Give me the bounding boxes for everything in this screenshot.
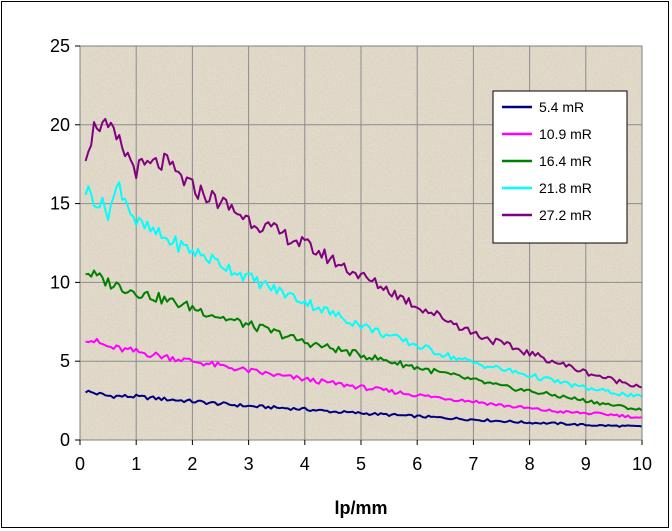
y-tick-label: 10 [50, 272, 70, 292]
legend-label: 21.8 mR [539, 180, 592, 196]
series-line-21-8-mr [84, 181, 643, 398]
x-tick-label: 0 [75, 454, 85, 474]
series-line-5-4-mr [85, 389, 643, 428]
x-axis: 0 1 2 3 4 5 6 7 8 9 10 [75, 440, 652, 474]
x-tick-label: 8 [525, 454, 535, 474]
x-tick-label: 6 [412, 454, 422, 474]
legend-label: 27.2 mR [539, 207, 592, 223]
legend-label: 5.4 mR [539, 99, 584, 115]
legend: 5.4 mR 10.9 mR 16.4 mR 21.8 mR 27.2 mR [492, 90, 628, 244]
x-tick-label: 1 [131, 454, 141, 474]
y-tick-label: 25 [50, 36, 70, 56]
series-line-10-9-mr [85, 337, 643, 419]
x-tick-label: 5 [356, 454, 366, 474]
legend-label: 16.4 mR [539, 153, 592, 169]
series-line-16-4-mr [85, 269, 643, 412]
y-tick-label: 15 [50, 194, 70, 214]
y-tick-label: 0 [60, 430, 70, 450]
x-tick-label: 2 [187, 454, 197, 474]
x-tick-label: 3 [244, 454, 254, 474]
y-tick-label: 20 [50, 115, 70, 135]
x-tick-label: 4 [300, 454, 310, 474]
grid-lines [80, 46, 642, 440]
x-tick-label: 10 [632, 454, 652, 474]
x-tick-label: 7 [468, 454, 478, 474]
series-layer [84, 117, 643, 428]
x-axis-title: lp/mm [334, 498, 387, 518]
x-tick-label: 9 [581, 454, 591, 474]
y-tick-label: 5 [60, 351, 70, 371]
legend-label: 10.9 mR [539, 126, 592, 142]
y-axis: 0 5 10 15 20 25 [50, 36, 80, 450]
series-line-27-2-mr [84, 117, 643, 389]
legend-box [492, 90, 628, 244]
